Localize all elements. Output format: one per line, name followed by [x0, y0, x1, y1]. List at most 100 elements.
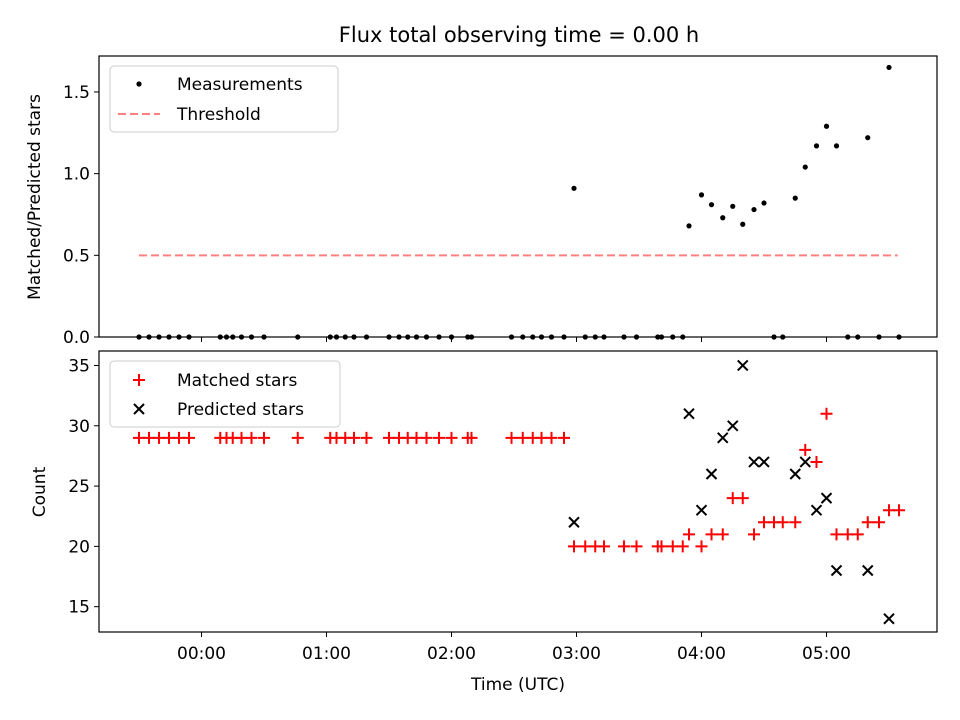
count-plot-frame: [98, 350, 938, 633]
predicted-point: [810, 504, 823, 516]
x-tick-label: 05:00: [802, 644, 851, 664]
measurement-point: [792, 195, 798, 201]
measurement-point: [865, 135, 871, 141]
x-tick-label: 02:00: [427, 644, 476, 664]
matched-point: [360, 431, 373, 444]
matched-point: [630, 540, 643, 553]
measurement-point: [886, 64, 892, 71]
matched-point: [655, 540, 668, 553]
count-y-axis-label: Count: [30, 466, 50, 517]
measurement-point: [686, 223, 692, 229]
matched-point: [683, 528, 695, 541]
measurement-point: [740, 221, 746, 227]
measurement-point: [823, 123, 830, 129]
predicted-point: [717, 432, 729, 444]
matched-point: [618, 540, 630, 553]
predicted-legend-label: Predicted stars: [177, 400, 304, 420]
measurements-legend-marker: [136, 81, 142, 87]
ratio-legend-box: [109, 65, 339, 133]
matched-point: [258, 431, 270, 444]
count-legend: Matched stars Predicted stars: [109, 360, 341, 428]
matched-point: [799, 443, 812, 456]
measurement-point: [761, 200, 767, 206]
ratio-y-tick-label: 1.5: [63, 83, 90, 103]
x-tick-label: 03:00: [552, 644, 601, 664]
predicted-point: [695, 504, 708, 516]
matched-point: [676, 540, 689, 553]
x-axis-label: Time (UTC): [470, 675, 565, 695]
predicted-legend-marker: [133, 403, 145, 415]
matched-point: [545, 431, 558, 444]
count-legend-box: [109, 360, 341, 428]
matched-point: [830, 528, 843, 541]
predicted-point: [862, 564, 874, 577]
threshold-legend-label: Threshold: [176, 105, 261, 125]
matched-point: [568, 540, 580, 553]
ratio-y-tick-label: 1.0: [63, 165, 90, 185]
ratio-y-tick-label: 0.0: [63, 328, 90, 348]
matched-point: [505, 431, 518, 444]
predicted-point: [883, 613, 895, 625]
matched-point: [810, 455, 823, 468]
matched-point: [291, 431, 304, 444]
matched-point: [558, 431, 570, 444]
matched-point: [748, 528, 760, 541]
predicted-point: [820, 492, 833, 504]
matched-point: [851, 528, 864, 541]
predicted-point: [727, 420, 739, 432]
measurement-point: [833, 143, 840, 149]
count-y-tick-label: 20: [68, 537, 90, 557]
measurement-point: [698, 192, 705, 198]
ratio-plot: 0.0 0.5 1.0 1.5 Matched/Predicted stars Mea…: [25, 55, 938, 348]
matched-point: [695, 540, 708, 553]
measurement-point: [708, 202, 715, 208]
predicted-point: [683, 408, 695, 420]
predicted-point: [758, 456, 770, 468]
measurement-point: [813, 143, 820, 149]
count-y-tick-label: 25: [68, 477, 90, 497]
x-tick-label: 04:00: [677, 644, 726, 664]
matched-point: [465, 431, 478, 444]
measurement-point: [751, 206, 757, 213]
ratio-plot-frame: [98, 55, 938, 338]
measurement-point: [720, 215, 726, 221]
matched-point: [245, 431, 258, 444]
measurements-legend-label: Measurements: [177, 75, 303, 95]
ratio-y-axis-label: Matched/Predicted stars: [25, 94, 45, 300]
matched-point: [420, 431, 433, 444]
predicted-point: [568, 516, 580, 528]
matched-point: [789, 516, 802, 529]
ratio-y-tick-label: 0.5: [63, 246, 90, 266]
predicted-point: [830, 564, 843, 577]
measurement-point: [802, 164, 808, 170]
x-tick-label: 01:00: [302, 644, 351, 664]
matched-point: [893, 504, 905, 517]
predicted-point: [705, 468, 718, 480]
matched-point: [716, 528, 729, 541]
matched-legend-marker: [133, 374, 145, 386]
matched-point: [705, 528, 718, 541]
ratio-legend: Measurements Threshold: [109, 65, 339, 133]
predicted-point: [799, 456, 811, 468]
predicted-point: [737, 359, 749, 372]
matched-point: [736, 492, 749, 505]
matched-point: [445, 431, 458, 444]
count-y-tick-label: 15: [68, 598, 90, 618]
matched-point: [183, 431, 195, 444]
matched-point: [776, 516, 789, 529]
matched-legend-label: Matched stars: [177, 371, 297, 391]
x-tick-label: 00:00: [177, 644, 226, 664]
measurement-point: [730, 203, 736, 209]
matched-point: [873, 516, 885, 529]
predicted-point: [789, 468, 801, 480]
matched-point: [433, 431, 445, 444]
matched-point: [598, 540, 610, 553]
matched-point: [348, 431, 360, 444]
chart-title: Flux total observing time = 0.00 h: [339, 23, 699, 47]
measurement-point: [571, 185, 577, 191]
matched-point: [820, 407, 833, 420]
count-y-tick-label: 30: [68, 417, 90, 437]
count-y-tick-label: 35: [68, 356, 90, 376]
matched-point: [861, 516, 874, 529]
